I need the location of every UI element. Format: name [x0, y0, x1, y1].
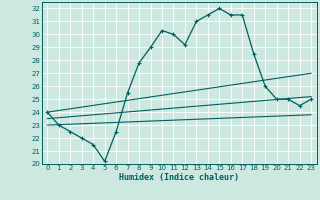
X-axis label: Humidex (Indice chaleur): Humidex (Indice chaleur) [119, 173, 239, 182]
